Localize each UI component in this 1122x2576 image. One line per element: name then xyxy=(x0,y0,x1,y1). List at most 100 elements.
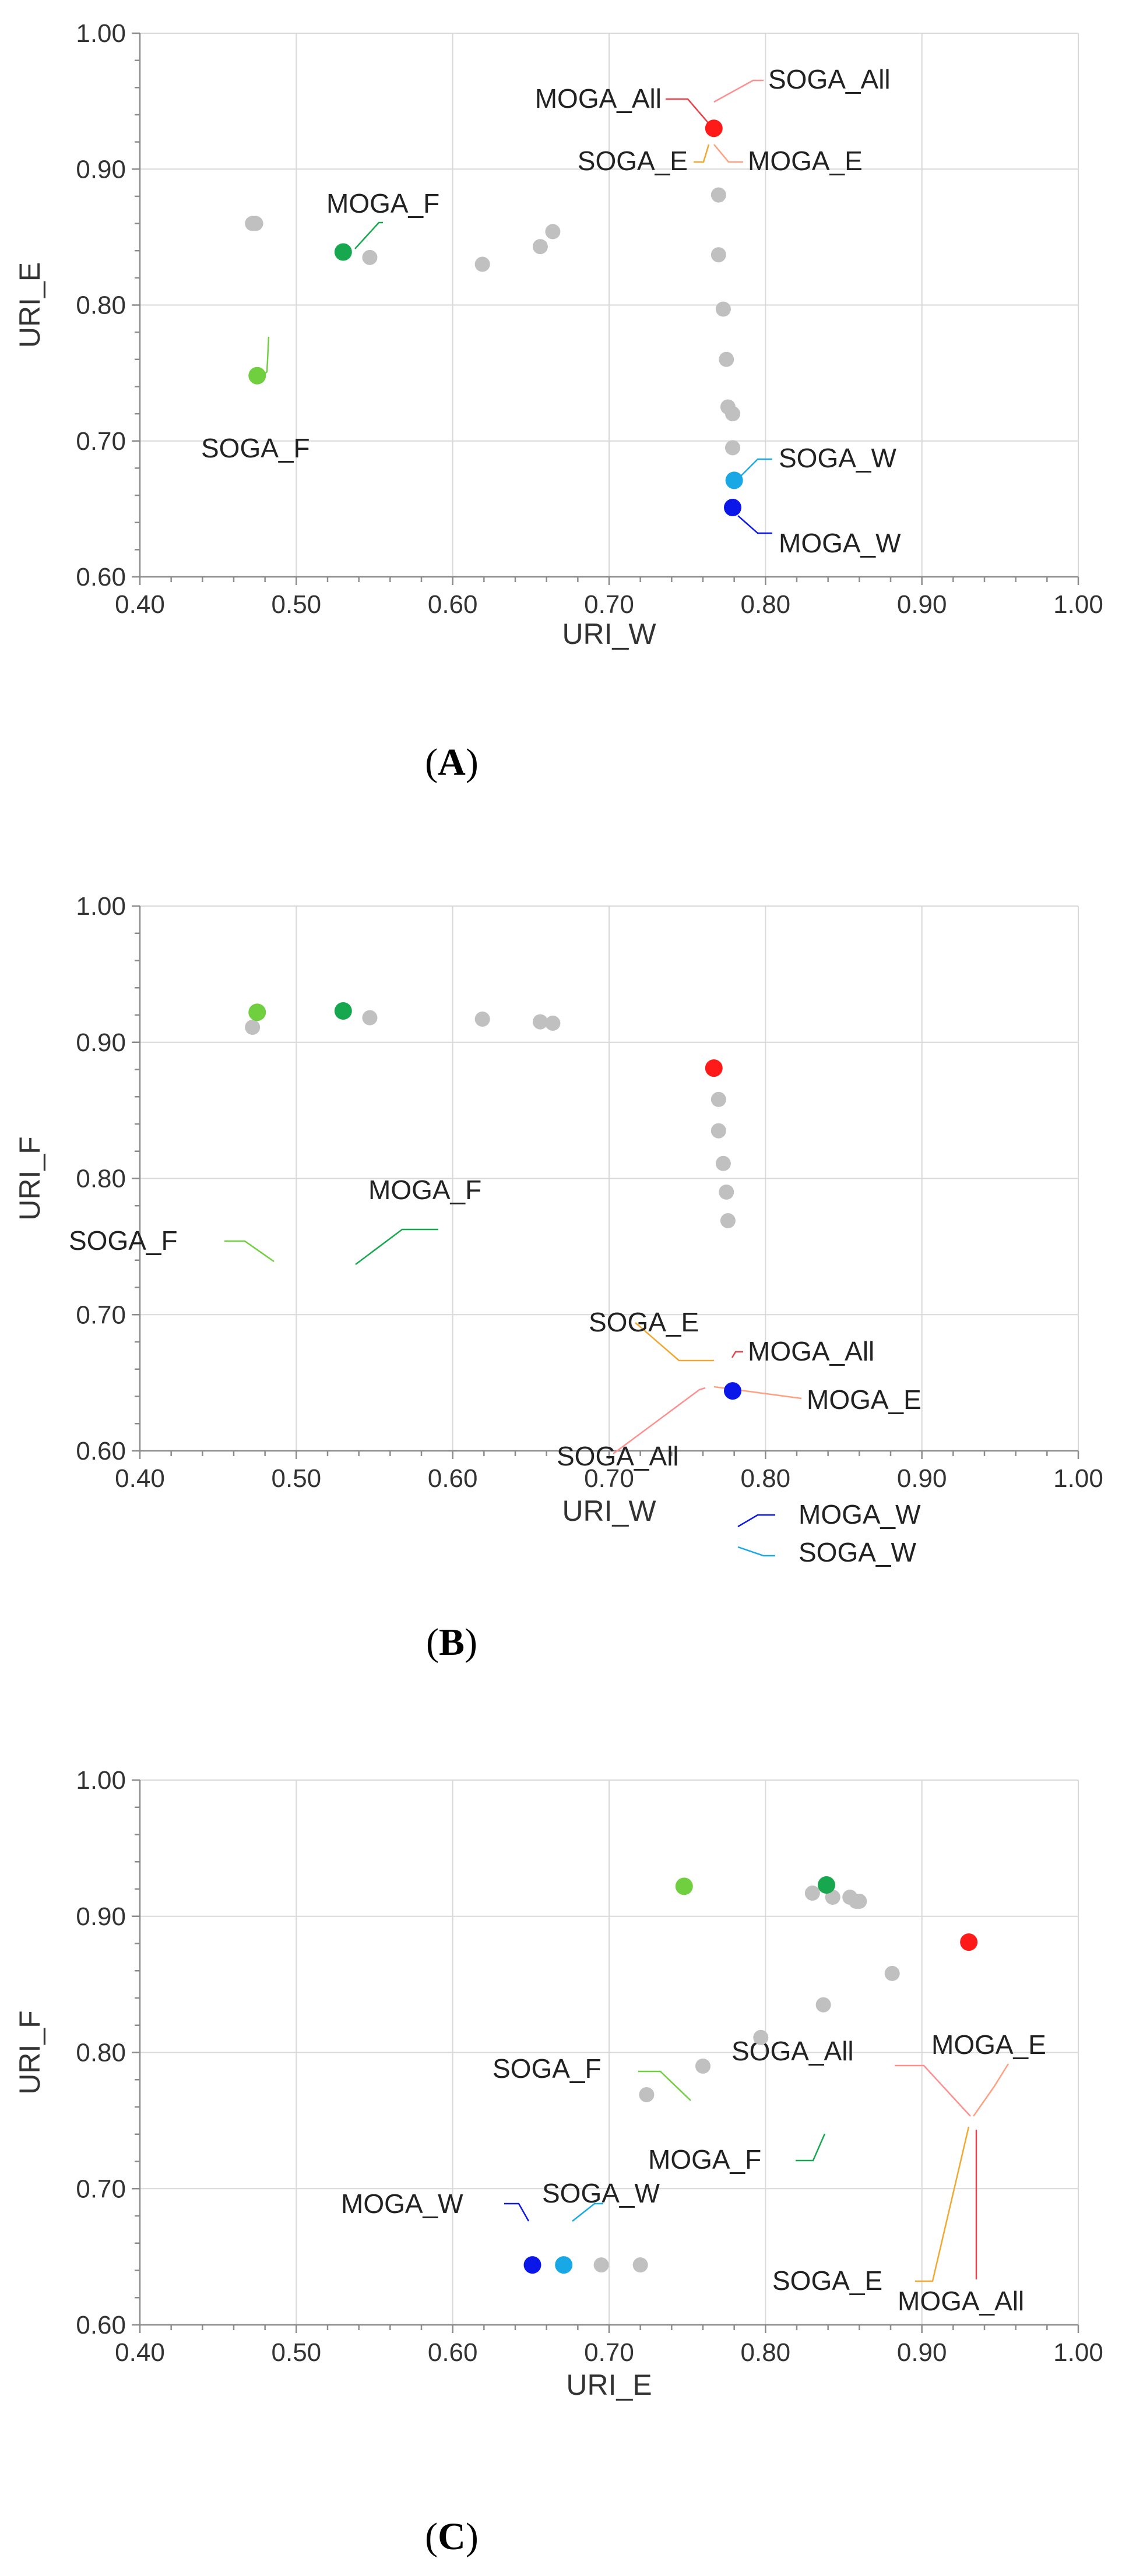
data-point xyxy=(852,1894,867,1909)
y-tick-label: 0.60 xyxy=(76,563,126,591)
panel-label-letter: A xyxy=(438,741,466,784)
annotation-label: MOGA_F xyxy=(326,188,439,219)
data-point xyxy=(720,1213,736,1228)
annotation-leader-line xyxy=(635,1322,714,1362)
y-tick-label: 1.00 xyxy=(76,1766,126,1795)
annotation-leader-line xyxy=(354,221,383,249)
annotation-label: MOGA_F xyxy=(368,1175,481,1205)
data-point xyxy=(711,1091,726,1107)
data-point xyxy=(245,1020,261,1035)
annotation-leader-line xyxy=(737,1514,775,1528)
y-tick-label: 0.90 xyxy=(76,155,126,184)
annotation-label: MOGA_W xyxy=(341,2189,463,2219)
annotation-leader-line xyxy=(737,1546,775,1557)
annotation-label: MOGA_W xyxy=(779,528,901,558)
data-point-soga-all xyxy=(960,1933,978,1951)
y-axis-title: URI_E xyxy=(13,262,46,348)
data-point xyxy=(695,2058,711,2074)
annotation-label: SOGA_W xyxy=(542,2178,660,2208)
data-point xyxy=(884,1965,900,1981)
annotation-leader-line xyxy=(713,144,743,163)
data-point xyxy=(474,1012,490,1027)
data-point xyxy=(711,1123,726,1139)
data-point xyxy=(639,2087,655,2102)
x-axis-title: URI_W xyxy=(562,1495,656,1527)
x-tick-label: 0.80 xyxy=(741,2338,791,2367)
annotation-label: MOGA_W xyxy=(799,1499,921,1530)
data-point-soga-f xyxy=(675,1877,693,1895)
chart-panel-a: 0.40 0.50 0.60 0.70 0.80 0.90 1.00 0.60 0.70 0.80… xyxy=(13,19,1103,784)
y-tick-label: 0.60 xyxy=(76,1437,126,1465)
annotation-label: SOGA_W xyxy=(779,443,897,473)
annotation-leader-line xyxy=(796,2133,826,2162)
annotation-leader-line xyxy=(355,1228,438,1265)
data-point xyxy=(753,2029,769,2045)
annotation-label: SOGA_All xyxy=(731,2036,854,2066)
x-tick-label: 0.60 xyxy=(428,590,478,619)
data-point xyxy=(593,2257,609,2273)
x-tick-label: 0.70 xyxy=(584,1464,634,1493)
annotation-leader-line xyxy=(572,2203,603,2222)
annotation-label: SOGA_W xyxy=(799,1537,917,1567)
data-point xyxy=(715,1155,731,1171)
chart-panel-b: 0.40 0.50 0.60 0.70 0.80 0.90 1.00 0.60 0.70 0.80… xyxy=(13,892,1103,1664)
x-tick-label: 0.60 xyxy=(428,2338,478,2367)
data-point xyxy=(545,224,561,239)
annotation-leader-line xyxy=(638,2070,691,2101)
annotation-label: SOGA_All xyxy=(557,1441,679,1471)
panel-label-paren: ( xyxy=(426,1621,439,1664)
annotation-leader-line xyxy=(713,79,764,103)
data-point-moga-w xyxy=(723,1382,741,1400)
annotation-label: SOGA_E xyxy=(578,146,688,176)
annotation-leader-line xyxy=(731,1351,743,1358)
data-point-soga-w xyxy=(555,2256,573,2274)
x-tick-label: 0.50 xyxy=(272,590,322,619)
data-point xyxy=(724,406,740,422)
data-point xyxy=(532,239,548,255)
annotation-label: SOGA_F xyxy=(69,1225,178,1256)
data-point xyxy=(474,256,490,272)
y-tick-label: 0.80 xyxy=(76,291,126,320)
y-tick-label: 1.00 xyxy=(76,19,126,48)
x-tick-label: 1.00 xyxy=(1053,2338,1103,2367)
annotation-leader-line xyxy=(895,2064,971,2117)
annotation-label: MOGA_All xyxy=(898,2286,1024,2316)
panel-label: (A) xyxy=(425,741,479,784)
data-point xyxy=(719,351,734,367)
data-point-soga-all xyxy=(705,1059,723,1077)
annotation-label: MOGA_E xyxy=(807,1384,921,1415)
y-tick-label: 0.80 xyxy=(76,1165,126,1193)
annotation-leader-line xyxy=(737,458,772,480)
panel-label-paren: ( xyxy=(425,2515,438,2558)
data-point xyxy=(711,247,726,263)
data-point xyxy=(815,1997,831,2013)
y-axis-title: URI_F xyxy=(13,1136,46,1220)
x-axis-title: URI_E xyxy=(566,2369,652,2401)
y-tick-label: 1.00 xyxy=(76,892,126,921)
y-axis-title: URI_F xyxy=(13,2010,46,2094)
x-tick-label: 0.80 xyxy=(741,1464,791,1493)
x-tick-label: 1.00 xyxy=(1053,1464,1103,1493)
data-point xyxy=(825,1890,840,1905)
data-point-moga-w xyxy=(723,499,741,517)
x-tick-label: 0.40 xyxy=(115,2338,165,2367)
panel-label: (C) xyxy=(425,2515,479,2558)
x-tick-label: 0.50 xyxy=(272,2338,322,2367)
annotation-leader-line xyxy=(737,515,772,534)
data-point-moga-f xyxy=(817,1876,835,1894)
chart-panel-c: 0.40 0.50 0.60 0.70 0.80 0.90 1.00 0.60 0.70 0.80… xyxy=(13,1766,1103,2558)
annotation-label: MOGA_All xyxy=(748,1336,874,1366)
y-tick-label: 0.60 xyxy=(76,2311,126,2339)
annotation-leader-line xyxy=(263,336,270,376)
data-point xyxy=(719,1184,734,1200)
data-point xyxy=(804,1886,820,1901)
data-point xyxy=(362,1010,378,1026)
annotation-leader-line xyxy=(915,2126,970,2282)
data-point xyxy=(532,1014,548,1030)
annotation-label: MOGA_E xyxy=(748,146,863,176)
y-tick-label: 0.70 xyxy=(76,2175,126,2203)
data-point xyxy=(362,249,378,265)
panel-label-paren: ) xyxy=(465,1621,477,1664)
y-tick-label: 0.80 xyxy=(76,2039,126,2067)
annotation-leader-line xyxy=(972,2063,1010,2117)
